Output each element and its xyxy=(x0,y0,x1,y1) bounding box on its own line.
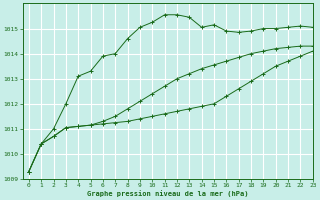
X-axis label: Graphe pression niveau de la mer (hPa): Graphe pression niveau de la mer (hPa) xyxy=(87,190,248,197)
